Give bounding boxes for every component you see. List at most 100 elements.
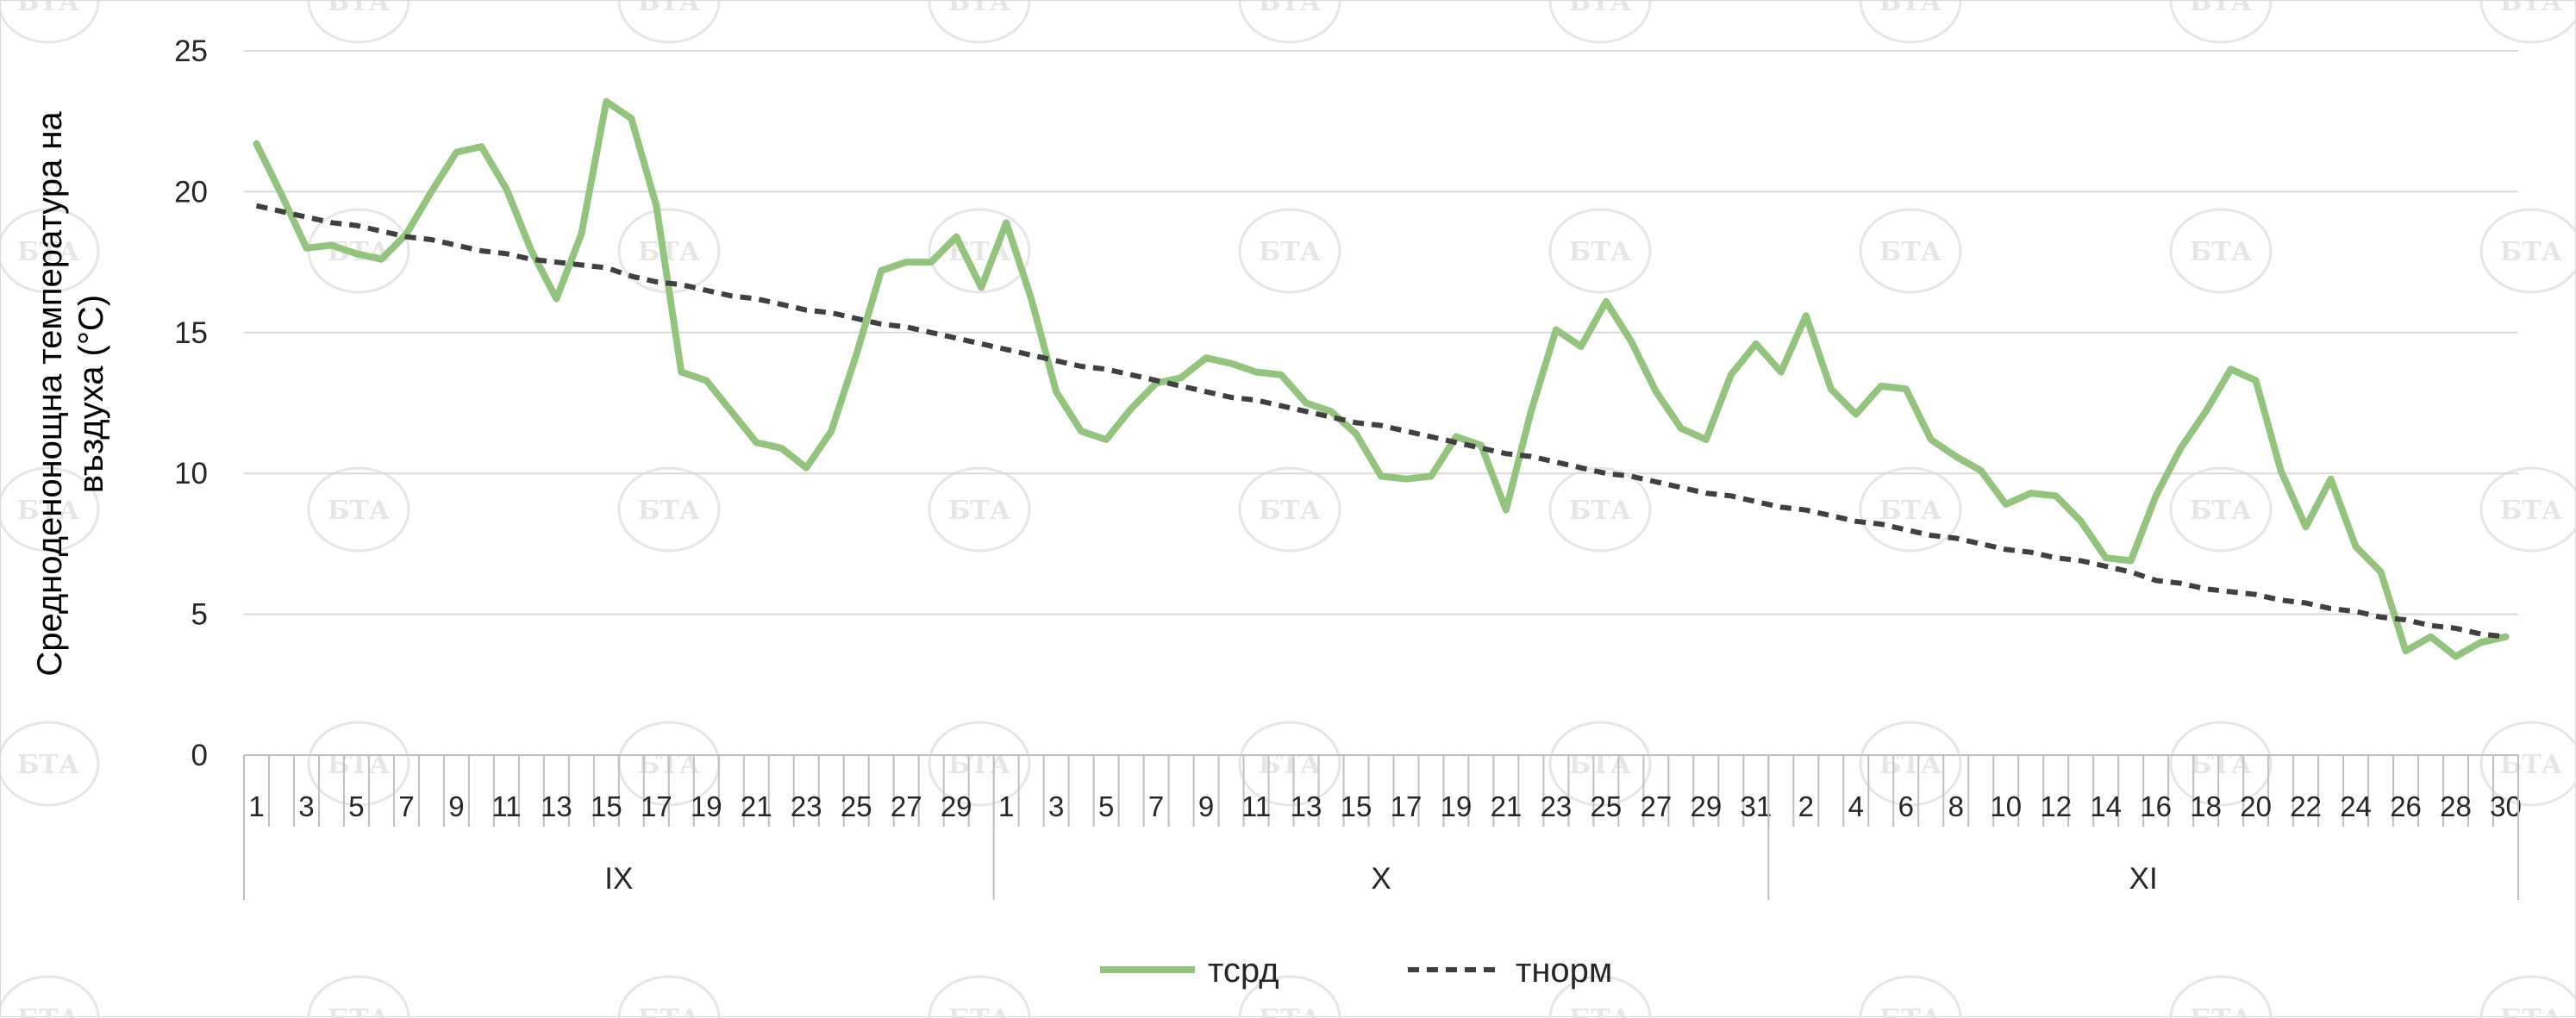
x-tick-label: 26 bbox=[2390, 790, 2422, 822]
x-tick-label: 10 bbox=[1990, 790, 2022, 822]
watermark-logo: БТА bbox=[2169, 466, 2273, 553]
watermark-logo: БТА bbox=[1859, 975, 1962, 1018]
svg-text:БТА: БТА bbox=[1879, 1004, 1942, 1018]
x-tick-label: 11 bbox=[491, 790, 521, 822]
svg-text:БТА: БТА bbox=[1569, 237, 1632, 267]
svg-text:БТА: БТА bbox=[328, 1004, 391, 1018]
x-tick-label: 3 bbox=[298, 790, 314, 822]
watermark-logo: БТА bbox=[1, 975, 100, 1018]
svg-text:БТА: БТА bbox=[1569, 1, 1632, 17]
svg-text:БТА: БТА bbox=[2190, 1004, 2253, 1018]
x-tick-label: 4 bbox=[1848, 790, 1864, 822]
x-tick-label: 5 bbox=[1098, 790, 1114, 822]
series-layer bbox=[253, 97, 2510, 660]
month-label: IX bbox=[604, 862, 633, 896]
x-tick-label: 20 bbox=[2240, 790, 2272, 822]
svg-text:БТА: БТА bbox=[638, 237, 701, 267]
x-tick-label: 17 bbox=[1391, 790, 1422, 822]
svg-text:БТА: БТА bbox=[1569, 1004, 1632, 1018]
watermark-logo: БТА bbox=[307, 975, 410, 1018]
x-tick-label: 23 bbox=[1541, 790, 1572, 822]
x-tick-label: 25 bbox=[841, 790, 872, 822]
svg-text:БТА: БТА bbox=[2190, 237, 2253, 267]
x-tick-label: 6 bbox=[1898, 790, 1914, 822]
legend-item: тнорм bbox=[1408, 952, 1612, 990]
legend-label: тсрд bbox=[1208, 952, 1279, 990]
x-tick-label: 9 bbox=[448, 790, 464, 822]
svg-text:БТА: БТА bbox=[328, 496, 391, 526]
x-tick-label: 22 bbox=[2290, 790, 2322, 822]
svg-text:БТА: БТА bbox=[1259, 237, 1322, 267]
watermark-logo: БТА bbox=[1238, 466, 1341, 553]
legend-label: тнорм bbox=[1516, 952, 1612, 990]
svg-text:БТА: БТА bbox=[2190, 496, 2253, 526]
watermark-logo: БТА bbox=[307, 1, 410, 44]
x-tick-label: 15 bbox=[1341, 790, 1372, 822]
watermark-logo: БТА bbox=[1, 721, 100, 807]
svg-text:БТА: БТА bbox=[2500, 1, 2563, 17]
legend-item: тсрд bbox=[1100, 952, 1279, 990]
series-line-tnorm bbox=[255, 203, 2506, 640]
y-tick-label: 10 bbox=[174, 457, 208, 490]
watermark-logo: БТА bbox=[1238, 975, 1341, 1018]
watermark-logo: БТА bbox=[928, 1, 1031, 44]
svg-text:БТА: БТА bbox=[1259, 496, 1322, 526]
x-tick-label: 7 bbox=[1148, 790, 1164, 822]
watermark-logo: БТА bbox=[1238, 1, 1341, 44]
svg-text:БТА: БТА bbox=[1879, 496, 1942, 526]
svg-text:БТА: БТА bbox=[17, 237, 80, 267]
svg-text:БТА: БТА bbox=[2500, 496, 2563, 526]
x-tick-label: 2 bbox=[1798, 790, 1814, 822]
x-tick-label: 7 bbox=[398, 790, 414, 822]
x-tick-label: 28 bbox=[2440, 790, 2472, 822]
x-tick-label: 31 bbox=[1740, 790, 1772, 822]
watermark-logo: БТА bbox=[1548, 1, 1652, 44]
x-tick-label: 27 bbox=[1641, 790, 1673, 822]
watermark-logo: БТА bbox=[307, 466, 410, 553]
watermark-logo: БТА bbox=[1238, 208, 1341, 294]
x-tick-label: 29 bbox=[1690, 790, 1722, 822]
svg-text:БТА: БТА bbox=[328, 1, 391, 17]
svg-text:БТА: БТА bbox=[1879, 1, 1942, 17]
x-tick-label: 5 bbox=[348, 790, 364, 822]
watermark-logo: БТА bbox=[1548, 208, 1652, 294]
x-tick-label: 12 bbox=[2040, 790, 2072, 822]
x-tick-label: 17 bbox=[641, 790, 672, 822]
svg-text:БТА: БТА bbox=[2500, 1004, 2563, 1018]
x-tick-label: 11 bbox=[1241, 790, 1271, 822]
y-tick-label: 5 bbox=[191, 598, 208, 632]
svg-text:БТА: БТА bbox=[17, 496, 80, 526]
x-tick-label: 15 bbox=[591, 790, 622, 822]
x-tick-label: 1 bbox=[248, 790, 264, 822]
x-tick-label: 25 bbox=[1591, 790, 1623, 822]
watermark-logo: БТА bbox=[1548, 975, 1652, 1018]
month-label: XI bbox=[2129, 862, 2158, 896]
watermark-logo: БТА bbox=[1859, 466, 1962, 553]
svg-text:БТА: БТА bbox=[638, 1004, 701, 1018]
x-tick-label: 9 bbox=[1198, 790, 1214, 822]
x-tick-label: 21 bbox=[741, 790, 772, 822]
watermark-logo: БТА bbox=[2169, 1, 2273, 44]
x-tick-label: 3 bbox=[1048, 790, 1064, 822]
x-tick-label: 23 bbox=[791, 790, 822, 822]
svg-text:БТА: БТА bbox=[17, 1, 80, 17]
svg-text:БТА: БТА bbox=[17, 750, 80, 780]
watermark-logo: БТА bbox=[2479, 975, 2576, 1018]
x-tick-label: 1 bbox=[998, 790, 1014, 822]
x-tick-label: 14 bbox=[2090, 790, 2122, 822]
watermark-logo: БТА bbox=[928, 208, 1031, 294]
legend: тсрд тнорм bbox=[1100, 952, 1612, 990]
y-tick-label: 0 bbox=[191, 739, 208, 772]
svg-text:БТА: БТА bbox=[948, 1, 1011, 17]
watermark-logo: БТА bbox=[2479, 1, 2576, 44]
watermark-logo: БТА bbox=[1, 1, 100, 44]
x-tick-label: 13 bbox=[541, 790, 572, 822]
x-tick-label: 18 bbox=[2190, 790, 2222, 822]
svg-text:БТА: БТА bbox=[638, 496, 701, 526]
svg-text:БТА: БТА bbox=[17, 1004, 80, 1018]
x-tick-label: 24 bbox=[2340, 790, 2372, 822]
x-tick-label: 13 bbox=[1291, 790, 1322, 822]
watermark-logo: БТА bbox=[2169, 208, 2273, 294]
